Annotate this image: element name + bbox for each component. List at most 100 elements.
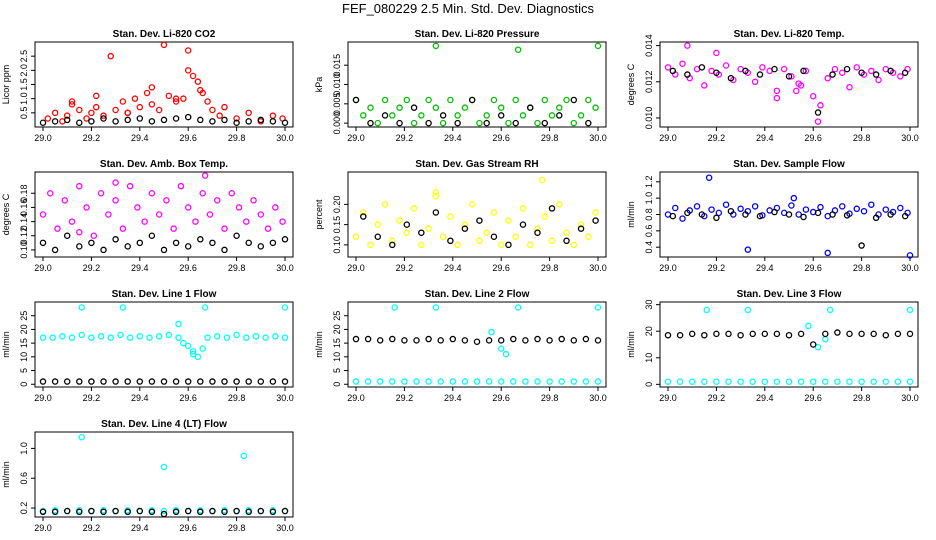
data-point: [136, 103, 144, 111]
data-point: [197, 508, 204, 516]
data-point: [352, 233, 360, 241]
data-point: [834, 378, 841, 385]
data-point: [797, 330, 805, 338]
data-point: [136, 333, 144, 340]
data-point: [592, 104, 599, 111]
y-tick-label: 1.5: [19, 78, 29, 91]
data-point: [519, 221, 527, 228]
data-point: [257, 116, 265, 124]
data-point: [360, 209, 367, 216]
chart-title: Stan. Dev. Line 3 Flow: [737, 289, 842, 300]
data-point: [594, 304, 602, 311]
data-point: [281, 507, 289, 515]
data-point: [756, 71, 764, 78]
data-point: [194, 353, 202, 361]
y-tick-label: 0: [644, 382, 654, 387]
data-point: [497, 241, 505, 249]
data-point: [447, 213, 454, 220]
data-point: [534, 119, 541, 127]
data-point: [497, 104, 505, 111]
data-point: [63, 232, 71, 239]
data-point: [461, 225, 469, 232]
plot-frame: [34, 171, 294, 258]
chart-title: Stan. Dev. Gas Stream RH: [415, 159, 538, 170]
y-tick-label: 0.6: [19, 472, 29, 485]
data-point: [814, 109, 822, 116]
data-point: [558, 335, 565, 343]
x-tick-label: 30.0: [589, 133, 607, 143]
x-tick-label: 29.6: [179, 393, 197, 403]
data-point: [684, 42, 691, 49]
data-point: [68, 101, 76, 108]
data-point: [197, 236, 204, 243]
x-tick-label: 29.0: [34, 393, 52, 403]
data-point: [846, 83, 853, 91]
y-tick-label: 25: [19, 311, 29, 321]
x-tick-label: 29.4: [756, 263, 774, 273]
data-point: [570, 96, 578, 104]
data-point: [713, 214, 720, 222]
data-point: [107, 52, 115, 60]
data-point: [461, 104, 469, 111]
data-point: [822, 335, 829, 343]
data-point: [90, 232, 98, 239]
chart-panel: Stan. Dev. Line 3 Flow ml/min 29.0 29.2 29.4…: [626, 289, 919, 403]
data-point: [389, 378, 396, 385]
data-point: [233, 119, 240, 127]
data-point: [148, 378, 156, 385]
plot-frame: [659, 41, 919, 128]
data-point: [437, 337, 444, 344]
data-point: [100, 378, 107, 385]
data-point: [887, 211, 894, 218]
data-point: [76, 508, 83, 516]
data-point: [107, 334, 115, 341]
data-point: [439, 119, 447, 127]
data-point: [376, 378, 384, 385]
data-point: [136, 378, 144, 385]
data-point: [221, 225, 228, 232]
data-point: [269, 378, 277, 385]
data-point: [858, 242, 865, 249]
series-black: [39, 113, 289, 127]
data-point: [793, 87, 800, 95]
data-point: [272, 333, 279, 340]
data-point: [184, 47, 192, 54]
data-point: [577, 112, 585, 119]
data-point: [83, 204, 90, 211]
y-tick-label: 5: [332, 368, 342, 373]
data-point: [39, 334, 47, 341]
y-tick-label: 0.10: [332, 236, 342, 254]
y-tick-label: 0.010: [644, 107, 654, 130]
data-point: [155, 106, 163, 114]
data-point: [447, 96, 454, 104]
y-tick-label: 20: [644, 326, 654, 336]
plot-frame: [34, 41, 294, 128]
page-title: FEF_080229 2.5 Min. Std. Dev. Diagnostic…: [342, 1, 594, 16]
data-point: [100, 112, 107, 119]
x-tick-label: 29.4: [131, 523, 149, 533]
data-point: [860, 207, 868, 215]
y-tick-label: 30: [644, 300, 654, 310]
data-point: [824, 249, 831, 257]
data-point: [63, 112, 71, 119]
data-point: [761, 330, 769, 338]
x-tick-label: 30.0: [276, 523, 294, 533]
data-point: [381, 201, 389, 208]
x-tick-label: 29.8: [228, 263, 246, 273]
data-point: [141, 218, 148, 225]
x-tick-label: 29.4: [131, 263, 149, 273]
data-point: [213, 197, 221, 204]
y-tick-label: 10: [644, 353, 654, 363]
data-point: [216, 112, 223, 119]
chart-title: Stan. Dev. Amb. Box Temp.: [100, 159, 228, 170]
data-point: [713, 49, 720, 57]
data-point: [206, 211, 214, 218]
data-point: [563, 237, 570, 245]
data-point: [243, 334, 250, 341]
data-point: [461, 378, 469, 385]
series-green: [352, 42, 602, 127]
data-point: [88, 239, 95, 247]
data-point: [505, 241, 512, 249]
data-point: [257, 378, 265, 385]
